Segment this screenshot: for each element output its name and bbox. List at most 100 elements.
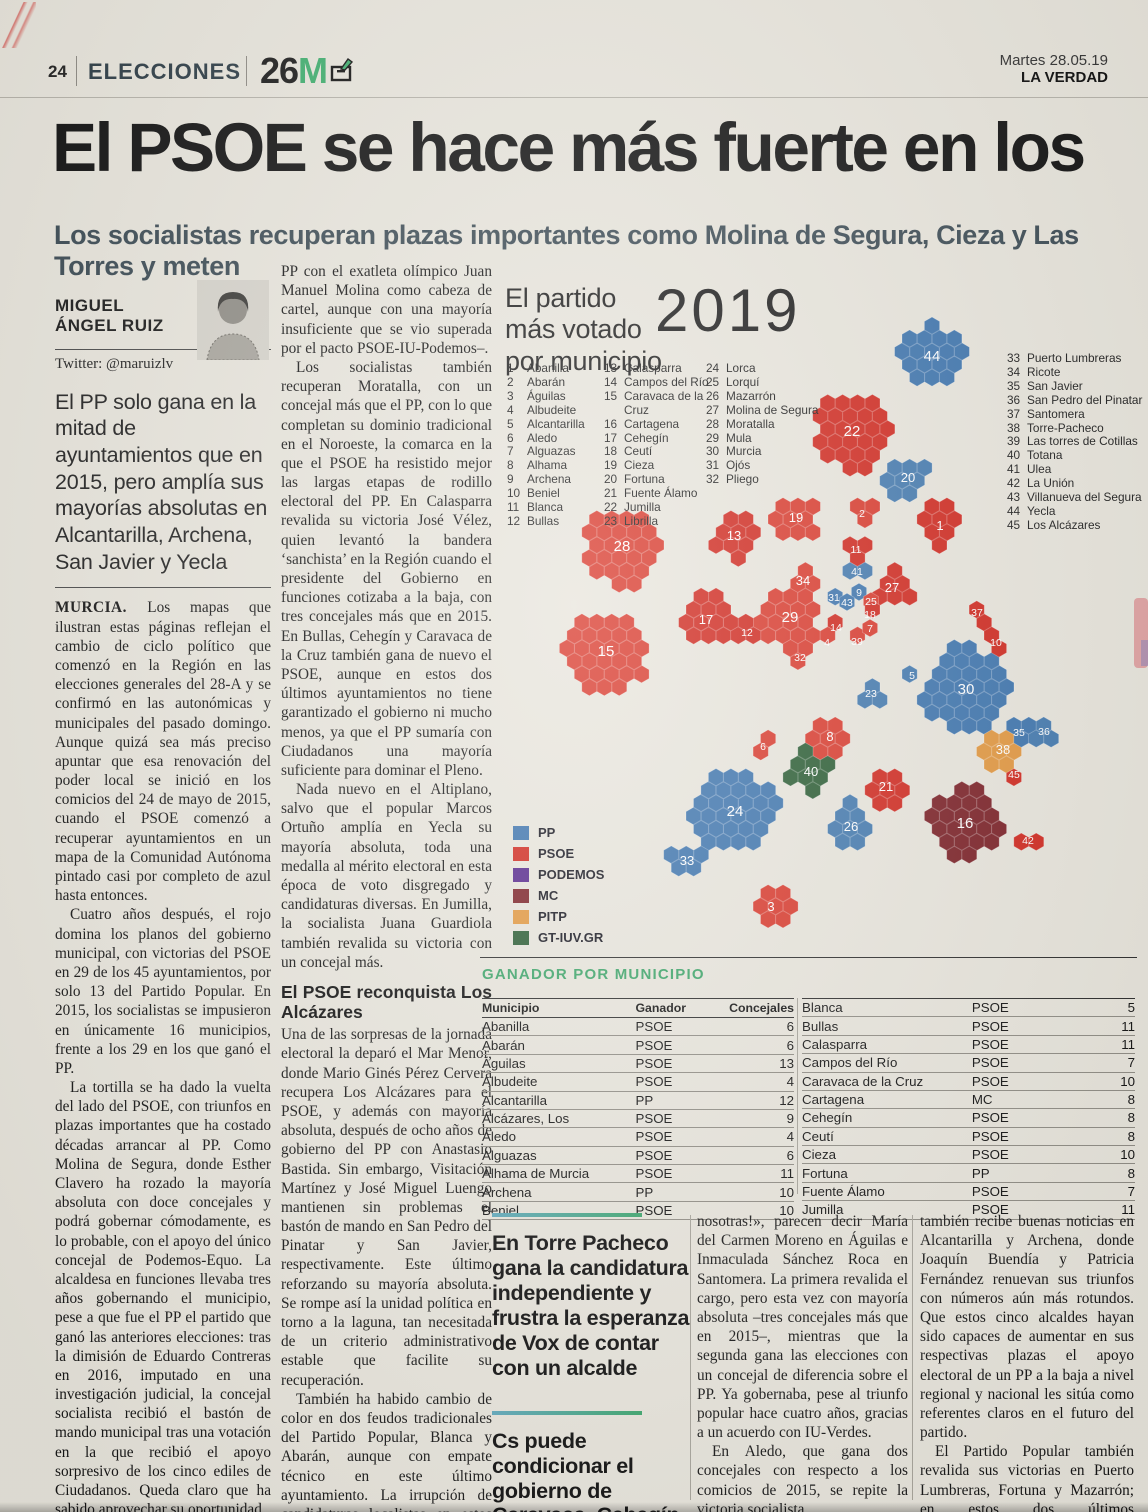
column-divider (912, 1215, 913, 1500)
map-index-item: 15 Caravaca de la Cruz (604, 388, 704, 417)
map-region-number: 17 (699, 612, 713, 627)
map-index-item: 2 Abarán (507, 374, 566, 389)
rule (480, 957, 1137, 958)
councillors-cell: 6 (729, 1035, 794, 1055)
map-region-number: 9 (856, 587, 862, 599)
legend-label: GT-IUV.GR (538, 930, 604, 945)
winner-cell: PP (635, 1182, 730, 1202)
winner-cell: PSOE (635, 1035, 730, 1055)
highlight-rule (492, 1213, 642, 1217)
issue-date: Martes 28.05.19 (999, 52, 1108, 69)
map-region-number: 31 (828, 592, 840, 604)
dateline: Martes 28.05.19 LA VERDAD (1000, 52, 1108, 87)
paragraph: El Partido Popular también revalida sus … (920, 1443, 1134, 1512)
edition-brand: 26M (260, 50, 355, 92)
map-region-number: 2 (859, 508, 865, 520)
table-header: Municipio (482, 998, 636, 1018)
winners-table-right: Blanca PSOE 5 Bullas PSOE 11 Calasparra PSOE 11 C… (802, 998, 1135, 1220)
paragraph: Nada nuevo en el Altiplano, salvo que el… (281, 781, 492, 971)
councillors-cell: 5 (1071, 998, 1135, 1018)
paragraph: Una de las sorpresas de la jornada elect… (281, 1026, 492, 1389)
paragraph: En Aledo, que gana dos concejales con re… (697, 1443, 908, 1512)
map-index-item: 9 Archena (507, 472, 571, 487)
map-region-number: 13 (727, 528, 741, 543)
table-row: Alcázares, Los PSOE 9 (482, 1109, 794, 1129)
map-region-number: 18 (864, 609, 876, 621)
municipality-cell: Abarán (482, 1035, 636, 1055)
map-index-item: 14 Campos del Río (604, 374, 709, 389)
map-index-item: 6 Aledo (507, 430, 558, 445)
map-region-beniel (983, 626, 1007, 658)
map-region-cieza (767, 497, 821, 542)
map-index-item: 43 Villanueva del Segura (1007, 490, 1142, 505)
map-region-san-pedro-del-pinatar (1028, 716, 1060, 748)
map-index-item: 7 Alguazas (507, 444, 576, 459)
map-region-number: 4 (824, 637, 830, 649)
map-region-number: 6 (760, 741, 766, 753)
municipality-cell: Albudeite (482, 1072, 636, 1092)
map-region-number: 21 (879, 779, 893, 794)
table-divider (797, 998, 798, 1194)
map-index-column-1: 1 Abanilla 2 Abarán 3 Águilas 4 Albudeite 5 Alcan… (507, 361, 607, 529)
page-header: 24 ELECCIONES 26M Martes 28.05.19 LA VER… (48, 50, 1108, 96)
article-bottom-2: nosotras!», parecen decir María del Carm… (697, 1212, 908, 1512)
table-row: Caravaca de la Cruz PSOE 10 (802, 1072, 1135, 1091)
table-row: Cehegín PSOE 8 (802, 1108, 1135, 1128)
map-index-item: 27 Molina de Segura (706, 402, 819, 417)
municipality-cell: Águilas (482, 1054, 636, 1074)
map-region-cartagena (924, 780, 1007, 864)
map-region-la-uni-n (1013, 832, 1045, 852)
map-index-item: 21 Fuente Álamo (604, 486, 698, 501)
councillors-cell: 10 (1071, 1072, 1135, 1091)
councillors-cell: 8 (1071, 1108, 1135, 1128)
rule (55, 348, 271, 350)
map-region-abanilla (916, 497, 963, 555)
table-row: Blanca PSOE 5 (802, 998, 1135, 1018)
map-index-item: 20 Fortuna (604, 472, 665, 487)
municipality-cell: Campos del Río (802, 1053, 972, 1073)
councillors-cell: 7 (1071, 1182, 1135, 1202)
header-rule (0, 97, 1148, 98)
map-region-number: 12 (741, 627, 753, 639)
councillors-cell: 11 (1071, 1200, 1135, 1220)
map-region-number: 39 (851, 636, 863, 648)
column-left: MIGUEL ÁNGEL RUIZ Twitter: @maruizlv El … (55, 272, 271, 1512)
councillors-cell: 8 (1071, 1090, 1135, 1110)
author-portrait-placeholder (197, 280, 269, 360)
legend-item: PP (513, 822, 604, 843)
masthead: LA VERDAD (1021, 69, 1108, 87)
legend-item: PITP (513, 906, 604, 927)
map-region-number: 45 (1008, 769, 1020, 781)
map-region-number: 26 (844, 819, 858, 834)
table-row: Ceutí PSOE 8 (802, 1127, 1135, 1147)
party-legend: PP PSOE PODEMOS MC PITP GT-IUV.GR (513, 822, 604, 948)
rule (55, 587, 271, 589)
map-index-item: 16 Cartagena (604, 416, 680, 431)
byline-twitter: Twitter: @maruizlv (55, 355, 174, 372)
legend-item: GT-IUV.GR (513, 927, 604, 948)
winner-cell: PSOE (971, 1127, 1072, 1147)
councillors-cell: 12 (729, 1091, 794, 1110)
councillors-cell: 4 (729, 1127, 794, 1147)
map-region-los-alc-zares (1005, 768, 1022, 787)
table-row: Águilas PSOE 13 (482, 1054, 794, 1074)
table-row: Abarán PSOE 6 (482, 1035, 794, 1055)
councillors-cell: 4 (729, 1072, 794, 1092)
map-region-fortuna (879, 458, 933, 503)
winner-cell: MC (971, 1090, 1072, 1110)
legend-label: PODEMOS (538, 867, 605, 882)
councillors-cell: 10 (729, 1201, 794, 1221)
map-region-number: 33 (680, 853, 694, 868)
highlight-block-2: Cs puede condicionar el gobierno de Cara… (492, 1410, 690, 1512)
map-index-item: 28 Moratalla (706, 416, 775, 431)
map-index-item: 35 San Javier (1007, 378, 1083, 393)
highlight-text: Cs puede condicionar el gobierno de Cara… (492, 1428, 680, 1512)
map-region-moratalla (581, 510, 665, 594)
winner-cell: PSOE (635, 1201, 730, 1221)
ballot-box-icon (330, 58, 354, 82)
table-header: Ganador (635, 998, 730, 1018)
map-title: El partido más votado por municipio (505, 283, 662, 376)
municipality-cell: Calasparra (802, 1035, 972, 1055)
winners-table-left: Municipio Ganador Concejales Abanilla PSOE 6 A… (482, 998, 794, 1221)
map-index-item: 34 Ricote (1007, 364, 1061, 379)
